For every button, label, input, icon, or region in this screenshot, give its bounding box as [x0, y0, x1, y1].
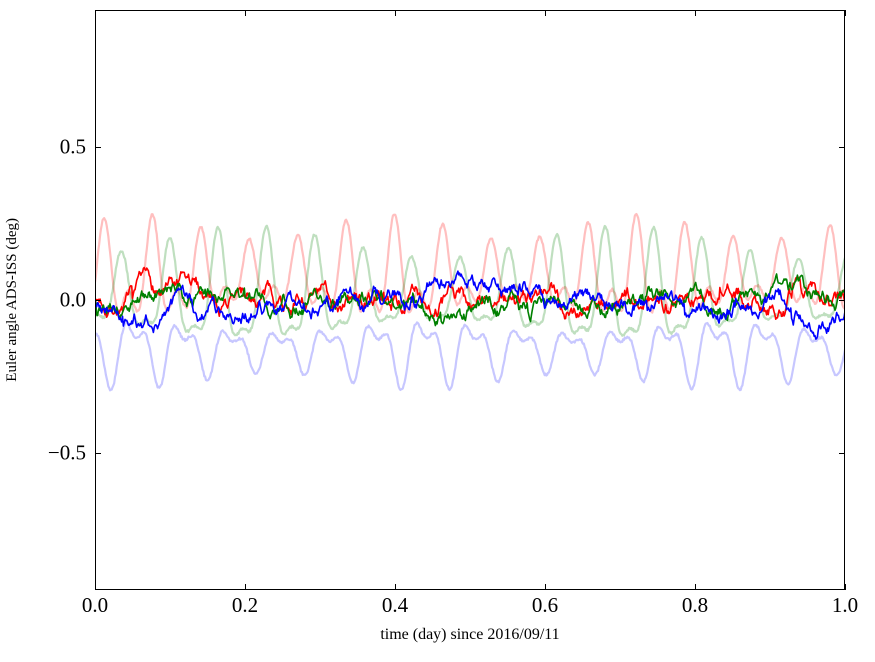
- y-tick-label: −0.5: [47, 440, 86, 465]
- y-axis-label-box: Euler angle ADS-ISS (deg): [4, 10, 21, 590]
- x-tick-label: 1.0: [831, 593, 859, 617]
- y-axis-label: Euler angle ADS-ISS (deg): [4, 218, 20, 382]
- x-tick-label: 0.2: [231, 593, 259, 617]
- x-tick-label: 0.8: [681, 593, 709, 617]
- x-tick-label: 0.6: [531, 593, 559, 617]
- x-axis-label: time (day) since 2016/09/11: [380, 626, 560, 643]
- x-tick-label: 0.0: [81, 593, 109, 617]
- x-tick-label: 0.4: [381, 593, 409, 617]
- y-tick-label: 0.0: [59, 287, 86, 312]
- y-tick-label: 0.5: [59, 134, 86, 159]
